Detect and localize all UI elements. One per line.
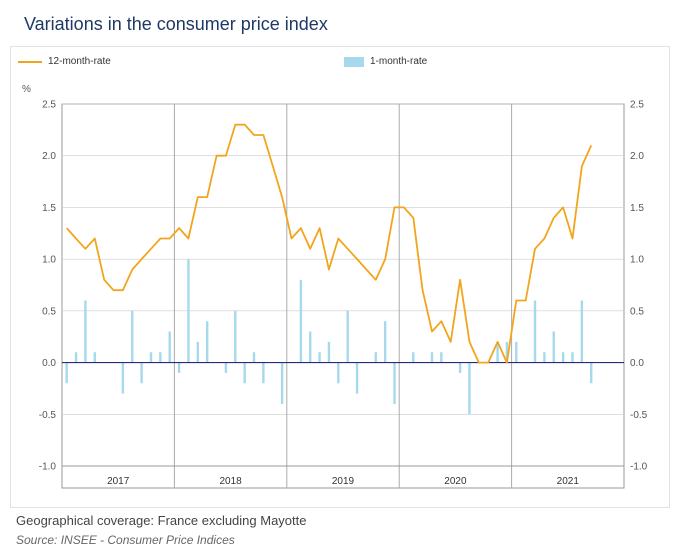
bar-1-month-rate bbox=[383, 321, 387, 363]
bar-1-month-rate bbox=[430, 352, 434, 363]
bar-1-month-rate bbox=[224, 362, 228, 373]
bar-1-month-rate bbox=[318, 352, 321, 363]
bar-1-month-rate bbox=[93, 352, 96, 363]
bar-1-month-rate bbox=[280, 362, 284, 404]
y-tick-label-left: 2.0 bbox=[42, 151, 56, 162]
bar-1-month-rate bbox=[262, 362, 265, 384]
y-tick-label-right: -0.5 bbox=[630, 410, 648, 421]
y-tick-label-left: 2.5 bbox=[42, 100, 56, 111]
coverage-note: Geographical coverage: France excluding … bbox=[16, 513, 307, 528]
bar-1-month-rate bbox=[458, 362, 462, 373]
y-tick-label-left: -1.0 bbox=[39, 462, 57, 473]
y-tick-label-left: 1.5 bbox=[42, 203, 56, 214]
legend-bar-swatch bbox=[344, 56, 364, 67]
bar-1-month-rate bbox=[149, 352, 153, 363]
legend-item-1-month-rate[interactable]: 1-month-rate bbox=[344, 56, 427, 67]
x-tick-label: 2020 bbox=[444, 476, 467, 487]
bar-1-month-rate bbox=[412, 352, 415, 363]
bar-1-month-rate bbox=[440, 352, 443, 363]
x-tick-label: 2019 bbox=[332, 476, 355, 487]
bar-1-month-rate bbox=[337, 362, 340, 384]
bar-1-month-rate bbox=[543, 352, 546, 363]
bar-1-month-rate bbox=[74, 352, 78, 363]
y-tick-label-right: -1.0 bbox=[630, 462, 648, 473]
y-tick-label-left: 1.0 bbox=[42, 255, 56, 266]
line-12-month-rate bbox=[66, 123, 593, 364]
bar-1-month-rate bbox=[327, 341, 331, 363]
bar-1-month-rate bbox=[571, 352, 574, 363]
bar-1-month-rate bbox=[159, 352, 162, 363]
bar-1-month-rate bbox=[580, 300, 584, 363]
y-tick-label-right: 0.0 bbox=[630, 358, 644, 369]
legend-label-1-month-rate: 1-month-rate bbox=[370, 56, 428, 67]
y-axis-unit: % bbox=[22, 84, 31, 95]
bar-1-month-rate bbox=[393, 362, 396, 404]
bar-1-month-rate bbox=[252, 352, 256, 363]
bar-1-month-rate bbox=[84, 300, 87, 363]
chart-panel bbox=[10, 46, 670, 508]
y-tick-label-right: 1.0 bbox=[630, 255, 644, 266]
bar-1-month-rate bbox=[234, 310, 237, 363]
y-tick-label-right: 1.5 bbox=[630, 203, 644, 214]
y-tick-label-right: 0.5 bbox=[630, 306, 644, 317]
y-tick-label-left: 0.5 bbox=[42, 306, 56, 317]
bar-1-month-rate bbox=[187, 259, 190, 363]
bar-1-month-rate bbox=[243, 362, 246, 384]
bar-1-month-rate bbox=[309, 331, 312, 363]
source-note: Source: INSEE - Consumer Price Indices bbox=[16, 533, 235, 547]
bar-1-month-rate bbox=[140, 362, 143, 384]
y-tick-label-left: 0.0 bbox=[42, 358, 56, 369]
bar-1-month-rate bbox=[468, 362, 471, 415]
bar-1-month-rate bbox=[496, 341, 499, 363]
chart-title: Variations in the consumer price index bbox=[24, 14, 328, 34]
bar-1-month-rate bbox=[65, 362, 68, 384]
bar-1-month-rate bbox=[346, 310, 349, 363]
bar-1-month-rate bbox=[205, 321, 209, 363]
x-tick-label: 2021 bbox=[557, 476, 580, 487]
bar-1-month-rate bbox=[177, 362, 181, 373]
chart-plot: % 2.5 2.5 2.0 2.0 1.5 1.5 1.0 1.0 0.5 0.5 0.0 0.0 -0.… bbox=[22, 84, 648, 489]
y-tick-label-right: 2.5 bbox=[630, 100, 644, 111]
bar-1-month-rate bbox=[121, 362, 125, 394]
plot-frame bbox=[61, 103, 625, 489]
legend-item-12-month-rate[interactable]: 12-month-rate bbox=[18, 56, 111, 67]
legend-line-swatch bbox=[18, 60, 42, 63]
bar-1-month-rate bbox=[299, 279, 303, 363]
bar-1-month-rate bbox=[590, 362, 593, 384]
legend-label-12-month-rate: 12-month-rate bbox=[48, 56, 111, 67]
bar-1-month-rate bbox=[561, 352, 565, 363]
x-tick-label: 2017 bbox=[107, 476, 130, 487]
y-tick-label-right: 2.0 bbox=[630, 151, 644, 162]
bar-1-month-rate bbox=[374, 352, 377, 363]
bar-1-month-rate bbox=[355, 362, 359, 394]
bar-1-month-rate bbox=[168, 331, 171, 363]
y-tick-label-left: -0.5 bbox=[39, 410, 57, 421]
bar-1-month-rate bbox=[131, 310, 134, 363]
bar-1-month-rate bbox=[196, 341, 200, 363]
bar-1-month-rate bbox=[533, 300, 537, 363]
bar-1-month-rate bbox=[515, 341, 518, 363]
bar-1-month-rate bbox=[552, 331, 555, 363]
bar-1-month-rate bbox=[505, 341, 509, 363]
x-tick-label: 2018 bbox=[219, 476, 242, 487]
